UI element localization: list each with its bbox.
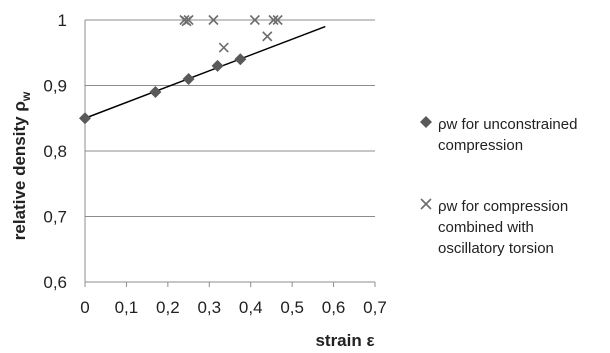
x-marker-icon <box>418 196 434 217</box>
y-tick-label: 1 <box>58 11 67 30</box>
data-point-oscillatory <box>181 16 192 27</box>
legend-label-unconstrained: ρw for unconstrained compression <box>438 116 578 154</box>
y-axis-title: relative density ρw <box>10 91 33 240</box>
y-tick-label: 0,7 <box>43 208 67 227</box>
x-tick-label: 0,3 <box>197 298 221 317</box>
data-point-oscillatory <box>208 14 219 26</box>
x-tick-label: 0,2 <box>156 298 180 317</box>
x-tick-labels: 0 0,1 0,2 0,3 0,4 0,5 0,6 0,7 <box>80 298 387 317</box>
diamond-marker-icon <box>418 114 434 135</box>
x-tick-label: 0,6 <box>322 298 346 317</box>
data-point-oscillatory <box>272 14 283 26</box>
y-tick-labels: 0,6 0,7 0,8 0,9 1 <box>43 11 67 292</box>
legend-label-oscillatory: ρw for compression combined with oscilla… <box>438 198 569 257</box>
x-axis-title: strain ε <box>315 331 374 350</box>
trendline <box>84 25 326 119</box>
y-axis-title-subscript: w <box>19 91 33 102</box>
data-point-oscillatory <box>268 14 279 26</box>
axes <box>84 20 376 287</box>
x-tick-label: 0,5 <box>280 298 304 317</box>
y-tick-label: 0,6 <box>43 273 67 292</box>
data-point-unconstrained <box>79 112 91 125</box>
legend-entry-oscillatory: ρw for compression combined with oscilla… <box>418 196 608 259</box>
y-tick-label: 0,9 <box>43 77 67 96</box>
y-axis-title-main: relative density ρ <box>10 101 29 240</box>
x-tick-label: 0,4 <box>239 298 263 317</box>
legend-entry-unconstrained: ρw for unconstrained compression <box>418 114 608 156</box>
grid-lines <box>85 19 375 283</box>
x-tick-label: 0 <box>80 298 89 317</box>
x-tick-label: 0,7 <box>363 298 387 317</box>
data-marks <box>79 14 283 125</box>
data-point-oscillatory <box>218 42 229 53</box>
trendline-path <box>84 25 326 119</box>
data-point-oscillatory <box>249 14 260 26</box>
y-tick-label: 0,8 <box>43 142 67 161</box>
data-point-oscillatory <box>262 31 273 42</box>
data-point-unconstrained <box>234 53 247 66</box>
x-tick-label: 0,1 <box>115 298 139 317</box>
data-point-unconstrained <box>149 86 162 99</box>
data-point-unconstrained <box>182 72 195 85</box>
data-point-unconstrained <box>211 59 224 72</box>
